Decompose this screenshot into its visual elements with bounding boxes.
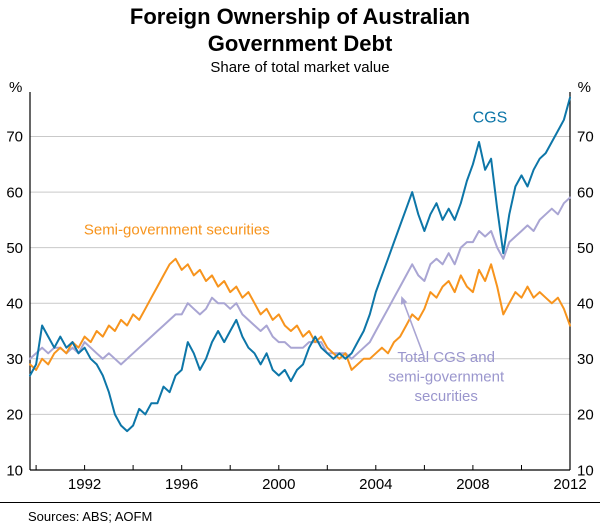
x-axis-label: 2008 — [456, 476, 489, 493]
semi-line — [29, 257, 571, 371]
chart-title: Foreign Ownership of Australian Governme… — [129, 4, 471, 56]
annotation-total: Total CGS and semi-government securities — [388, 349, 505, 405]
cgs-line — [29, 96, 571, 433]
annotation-cgs: CGS — [473, 110, 508, 127]
sources-text: Sources: ABS; AOFM — [28, 509, 153, 524]
y-axis-label-right: 30 — [577, 351, 594, 368]
y-axis-unit-right: % — [577, 79, 591, 96]
y-axis-label-right: 10 — [577, 462, 594, 479]
annotation-arrowhead — [400, 296, 408, 305]
y-axis-label-left: 60 — [6, 184, 23, 201]
y-axis-unit-left: % — [9, 79, 23, 96]
annotation-arrow — [403, 303, 424, 355]
y-axis-label-left: 10 — [6, 462, 23, 479]
chart-subtitle: Share of total market value — [210, 59, 390, 76]
total-line — [29, 196, 571, 366]
footer-divider — [0, 502, 600, 503]
y-axis-label-right: 50 — [577, 240, 594, 257]
annotation-semi: Semi-government securities — [84, 221, 270, 238]
y-axis-label-left: 70 — [6, 129, 23, 146]
y-axis-label-right: 60 — [577, 184, 594, 201]
y-axis-label-left: 30 — [6, 351, 23, 368]
y-axis-label-right: 20 — [577, 407, 594, 424]
y-axis-label-right: 70 — [577, 129, 594, 146]
y-axis-label-left: 20 — [6, 407, 23, 424]
y-axis-label-right: 40 — [577, 295, 594, 312]
x-axis-label: 2012 — [553, 476, 586, 493]
x-axis-label: 2000 — [262, 476, 295, 493]
x-axis-label: 1992 — [68, 476, 101, 493]
x-axis-label: 2004 — [359, 476, 392, 493]
x-axis-label: 1996 — [165, 476, 198, 493]
y-axis-label-left: 40 — [6, 295, 23, 312]
y-axis-label-left: 50 — [6, 240, 23, 257]
